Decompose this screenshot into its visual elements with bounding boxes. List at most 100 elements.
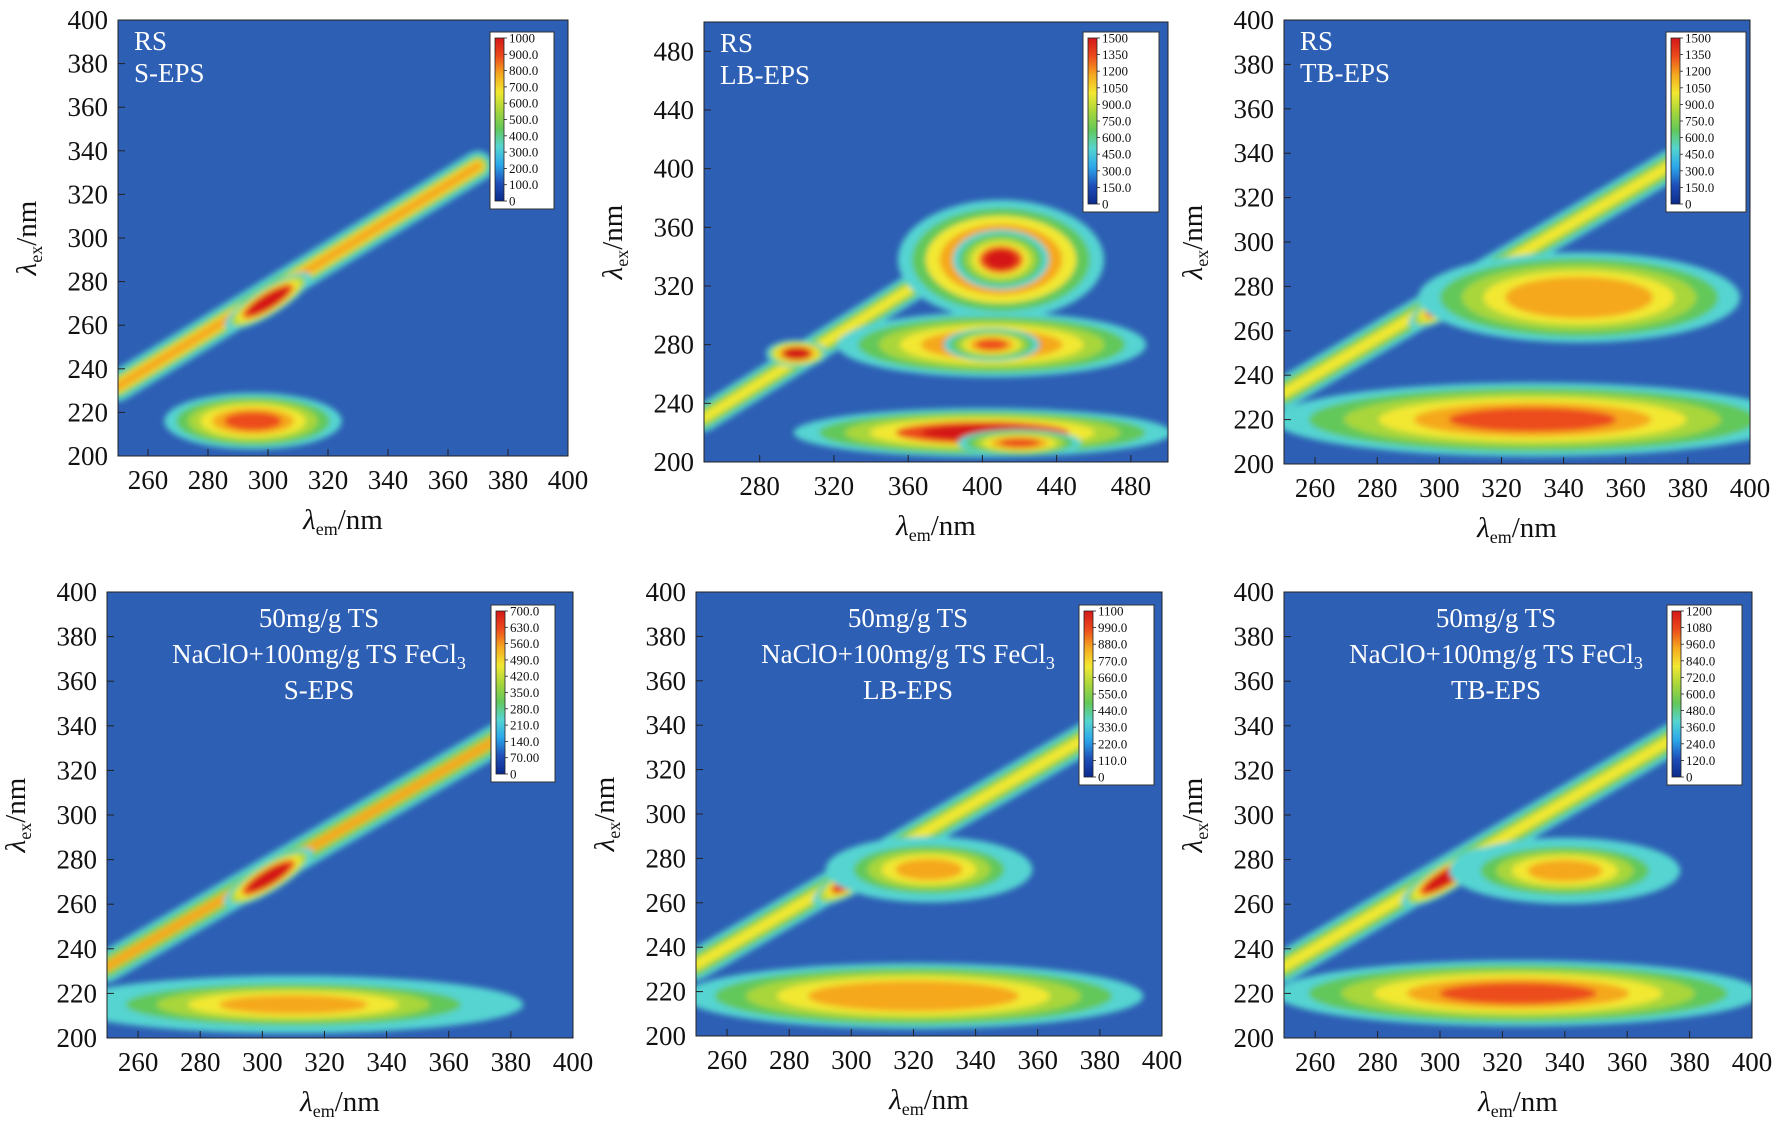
x-tick-label: 340 [955,1045,996,1075]
y-tick-label: 360 [1234,666,1275,696]
x-tick-label: 280 [1357,1047,1398,1077]
fluorescence-peak [838,985,989,1007]
x-tick-label: 260 [1295,1047,1336,1077]
x-tick-label: 380 [1080,1045,1121,1075]
y-tick-label: 240 [57,934,98,964]
y-tick-label: 320 [57,755,98,785]
fluorescence-peak [976,339,1008,350]
x-tick-label: 340 [368,465,409,495]
x-tick-label: 260 [1295,473,1336,503]
y-tick-label: 200 [654,447,695,477]
colorbar-label: 1200 [1102,64,1128,79]
colorbar-label: 600.0 [1686,687,1715,702]
colorbar-label: 600.0 [509,96,538,111]
colorbar-gradient [1671,610,1682,778]
y-tick-label: 360 [57,666,98,696]
y-tick-label: 320 [1234,183,1275,213]
colorbar-label: 0 [1102,197,1109,212]
fluorescence-peak [1448,407,1617,432]
y-tick-label: 340 [68,136,109,166]
colorbar-label: 350.0 [510,685,539,700]
y-tick-label: 380 [57,622,98,652]
y-tick-label: 200 [68,441,109,471]
eem-panel-rs-lb-eps: 280 320 360 400 440 480 200 240 280 320 360 400 440 4… [597,21,1169,545]
y-tick-label: 220 [1234,978,1275,1008]
panel-label: TB-EPS [1451,675,1541,705]
y-tick-label: 380 [1234,49,1275,79]
colorbar-label: 750.0 [1685,114,1714,129]
eem-panel-treated-s-eps: 260 280 300 320 340 360 380 400 200 220 240 260 280 3… [0,577,593,1121]
colorbar-gradient [1083,610,1094,778]
y-tick-label: 320 [68,179,109,209]
y-axis-label: λex/nm [1177,777,1212,853]
y-tick-label: 400 [68,5,109,35]
colorbar-label: 990.0 [1098,620,1127,635]
x-tick-label: 300 [1419,473,1460,503]
colorbar-gradient [495,610,506,775]
colorbar-label: 1080 [1686,620,1712,635]
y-tick-label: 340 [1234,138,1275,168]
fluorescence-peak [999,438,1040,448]
y-tick-label: 400 [654,154,695,184]
panel-label: 50mg/g TS [848,603,968,633]
eem-panel-rs-s-eps: 260 280 300 320 340 360 380 400 200 220 240 260 280 3… [11,5,588,539]
panel-label: RS [720,28,753,58]
colorbar-label: 0 [1686,770,1693,785]
x-tick-label: 320 [1481,473,1522,503]
colorbar-label: 700.0 [510,604,539,619]
panel-label: TB-EPS [1300,58,1390,88]
colorbar-label: 880.0 [1098,637,1127,652]
colorbar-label: 0 [1098,770,1105,785]
colorbar-label: 630.0 [510,620,539,635]
eem-panel-treated-tb-eps: 260 280 300 320 340 360 380 400 200 220 240 260 280 3… [1177,577,1772,1121]
colorbar-label: 280.0 [510,701,539,716]
colorbar-label: 150.0 [1102,180,1131,195]
colorbar-label: 900.0 [1685,97,1714,112]
y-tick-label: 260 [1234,889,1275,919]
colorbar-label: 660.0 [1098,670,1127,685]
x-tick-label: 380 [1668,473,1709,503]
y-tick-label: 380 [68,49,109,79]
y-tick-label: 220 [68,397,109,427]
y-tick-label: 300 [646,799,687,829]
y-axis-label: λex/nm [1177,204,1212,280]
colorbar-label: 490.0 [510,652,539,667]
colorbar-label: 150.0 [1685,180,1714,195]
y-tick-label: 380 [1234,622,1275,652]
panel-label: 50mg/g TS [259,603,379,633]
fluorescence-peak [254,867,284,888]
y-tick-label: 280 [57,845,98,875]
y-tick-label: 240 [1234,934,1275,964]
eem-panel-treated-lb-eps: 260 280 300 320 340 360 380 400 200 220 240 260 280 3… [589,577,1182,1119]
colorbar-label: 560.0 [510,636,539,651]
fluorescence-peak [1526,282,1632,313]
y-tick-label: 300 [1234,800,1275,830]
colorbar-label: 1500 [1102,31,1128,46]
colorbar-label: 1050 [1685,80,1711,95]
colorbar-label: 1200 [1686,604,1712,619]
y-tick-label: 260 [646,888,687,918]
y-axis-label: λex/nm [0,777,35,853]
x-axis-label: λem/nm [299,1086,380,1121]
colorbar-label: 0 [1685,197,1692,212]
y-tick-label: 400 [646,577,687,607]
x-tick-label: 380 [491,1047,532,1077]
panel-label: 50mg/g TS [1436,603,1556,633]
colorbar-label: 720.0 [1686,670,1715,685]
colorbar-label: 600.0 [1685,130,1714,145]
colorbar-label: 1350 [1102,47,1128,62]
x-tick-label: 440 [1036,471,1077,501]
x-tick-label: 260 [707,1045,748,1075]
colorbar-gradient [494,37,505,202]
x-axis-label: λem/nm [1477,1086,1558,1121]
colorbar-label: 900.0 [1102,97,1131,112]
colorbar-gradient [1670,37,1681,205]
x-tick-label: 300 [248,465,289,495]
colorbar-label: 400.0 [509,128,538,143]
x-tick-label: 320 [304,1047,345,1077]
colorbar-label: 1200 [1685,64,1711,79]
